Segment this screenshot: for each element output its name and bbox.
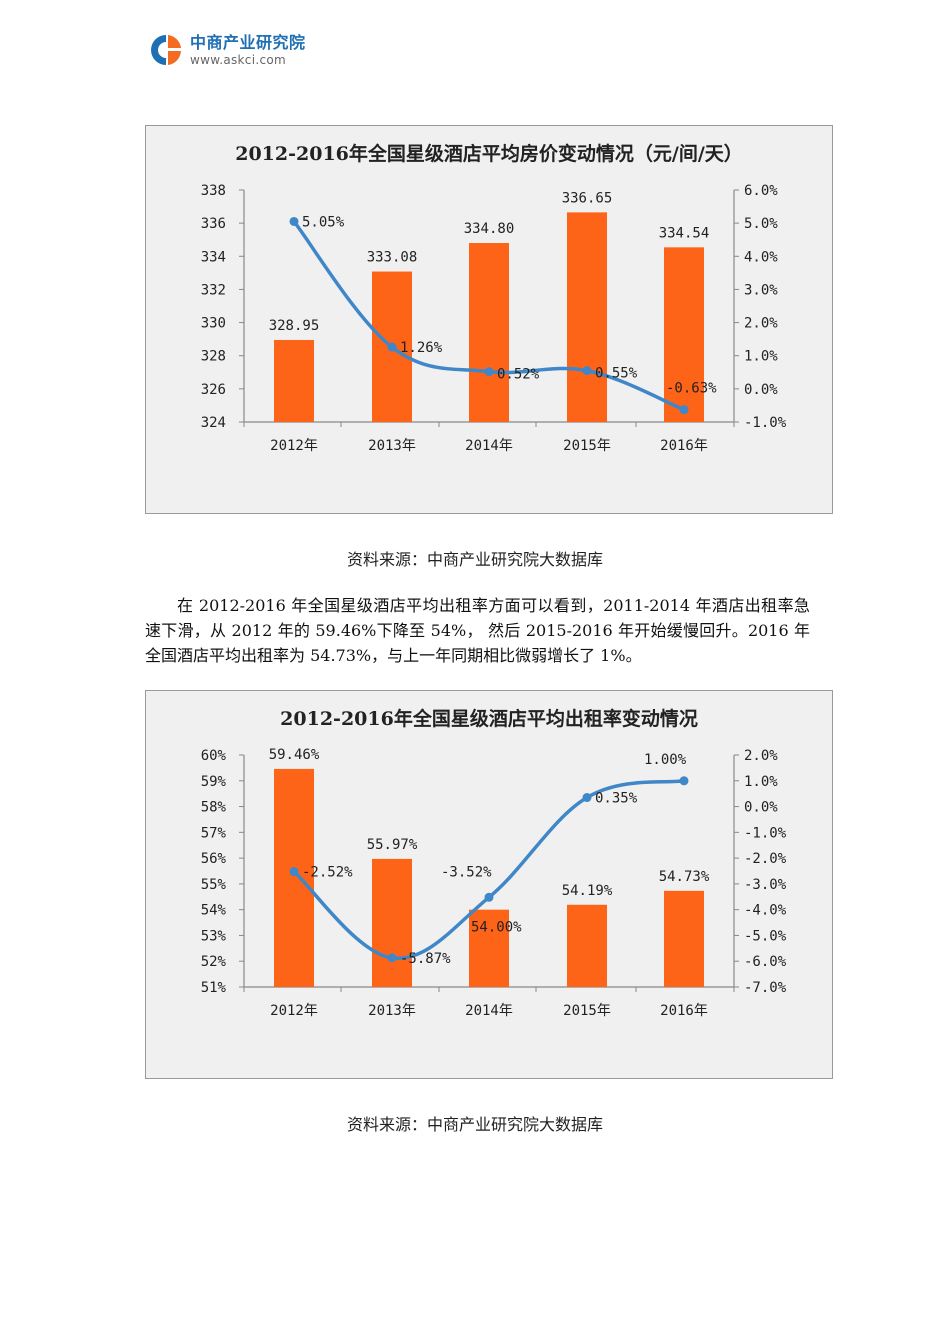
bar-value-label: 334.80 bbox=[464, 221, 515, 237]
right-axis-tick: -4.0% bbox=[744, 903, 787, 919]
bar bbox=[469, 243, 509, 422]
bar-value-label: 328.95 bbox=[269, 318, 320, 334]
line-value-label: 1.00% bbox=[644, 752, 687, 768]
right-axis-tick: 0.0% bbox=[744, 800, 778, 816]
category-label: 2015年 bbox=[563, 438, 611, 454]
logo-url: www.askci.com bbox=[190, 52, 286, 67]
right-axis-tick: -5.0% bbox=[744, 928, 787, 944]
line-value-label: -5.87% bbox=[400, 951, 451, 967]
left-axis-tick: 58% bbox=[201, 800, 227, 816]
right-axis-tick: -6.0% bbox=[744, 954, 787, 970]
line-point bbox=[289, 867, 299, 877]
left-axis-tick: 334 bbox=[201, 249, 226, 265]
bar-value-label: 59.46% bbox=[269, 747, 320, 763]
right-axis-tick: -3.0% bbox=[744, 877, 787, 893]
left-axis-tick: 336 bbox=[201, 216, 226, 232]
left-axis-tick: 51% bbox=[201, 980, 227, 996]
left-axis-tick: 328 bbox=[201, 349, 226, 365]
chart-avg-occupancy-rate: 2012-2016年全国星级酒店平均出租率变动情况 60% 59% 58% 57% 56… bbox=[145, 690, 833, 1079]
bar-value-label: 54.73% bbox=[659, 869, 710, 885]
right-axis-tick: -2.0% bbox=[744, 851, 787, 867]
paragraph-text: 在 2012-2016 年全国星级酒店平均出租率方面可以看到，2011-2014… bbox=[145, 596, 810, 665]
chart-title: 2012-2016年全国星级酒店平均出租率变动情况 bbox=[280, 708, 698, 730]
bar bbox=[274, 768, 314, 987]
line-point bbox=[387, 953, 397, 963]
line-value-label: 0.55% bbox=[595, 366, 638, 382]
category-label: 2014年 bbox=[465, 438, 513, 454]
left-axis-tick: 52% bbox=[201, 954, 227, 970]
chart-plot: 60% 59% 58% 57% 56% 55% 54% 53% 52% 51% 2.0% 1.0% 0.… bbox=[201, 747, 787, 1019]
line-value-label: 5.05% bbox=[302, 214, 345, 230]
category-label: 2016年 bbox=[660, 438, 708, 454]
bar bbox=[664, 247, 704, 422]
right-axis-tick: 0.0% bbox=[744, 382, 778, 398]
line-point bbox=[484, 367, 494, 377]
chart-title: 2012-2016年全国星级酒店平均房价变动情况（元/间/天） bbox=[235, 143, 743, 165]
line-point bbox=[484, 892, 494, 902]
category-label: 2015年 bbox=[563, 1003, 611, 1019]
chart-source-caption: 资料来源：中商产业研究院大数据库 bbox=[346, 1115, 603, 1134]
body-paragraph: 在 2012-2016 年全国星级酒店平均出租率方面可以看到，2011-2014… bbox=[145, 593, 810, 668]
chart-avg-room-price: 2012-2016年全国星级酒店平均房价变动情况（元/间/天） 338 336 33… bbox=[145, 125, 833, 514]
bar bbox=[372, 858, 412, 987]
right-axis-tick: 2.0% bbox=[744, 316, 778, 332]
category-label: 2013年 bbox=[368, 438, 416, 454]
line-value-label: 0.52% bbox=[497, 367, 540, 383]
line-point bbox=[679, 776, 689, 786]
left-axis-tick: 60% bbox=[201, 748, 227, 764]
bar bbox=[664, 890, 704, 987]
right-axis-tick: 4.0% bbox=[744, 249, 778, 265]
line-value-label: -2.52% bbox=[302, 865, 353, 881]
right-axis-tick: 2.0% bbox=[744, 748, 778, 764]
right-axis-tick: 5.0% bbox=[744, 216, 778, 232]
bar-value-label: 54.19% bbox=[562, 883, 613, 899]
right-axis-tick: 6.0% bbox=[744, 183, 778, 199]
left-axis-tick: 56% bbox=[201, 851, 227, 867]
category-label: 2012年 bbox=[270, 438, 318, 454]
line-point bbox=[387, 342, 397, 352]
right-axis-tick: -1.0% bbox=[744, 825, 787, 841]
bar bbox=[567, 904, 607, 987]
right-axis-tick: 3.0% bbox=[744, 282, 778, 298]
category-label: 2016年 bbox=[660, 1003, 708, 1019]
bar bbox=[469, 909, 509, 987]
line-value-label: 0.35% bbox=[595, 791, 638, 807]
bar-value-label: 54.00% bbox=[471, 920, 522, 936]
left-axis-tick: 324 bbox=[201, 415, 226, 431]
askci-logo: 中商产业研究院 www.askci.com bbox=[148, 32, 306, 68]
left-axis-tick: 57% bbox=[201, 825, 227, 841]
right-axis-tick: 1.0% bbox=[744, 349, 778, 365]
logo-name: 中商产业研究院 bbox=[190, 32, 306, 52]
left-axis-tick: 338 bbox=[201, 183, 226, 199]
left-axis-tick: 330 bbox=[201, 316, 226, 332]
left-axis-tick: 54% bbox=[201, 903, 227, 919]
category-label: 2012年 bbox=[270, 1003, 318, 1019]
chart-plot: 338 336 334 332 330 328 326 324 6.0% 5.0% 4.0% 3.0%… bbox=[201, 183, 787, 454]
line-point bbox=[582, 793, 592, 803]
line-value-label: 1.26% bbox=[400, 340, 443, 356]
category-label: 2014年 bbox=[465, 1003, 513, 1019]
right-axis-tick: -1.0% bbox=[744, 415, 787, 431]
askci-logo-icon bbox=[148, 32, 184, 68]
category-label: 2013年 bbox=[368, 1003, 416, 1019]
bar bbox=[274, 339, 314, 422]
line-value-label: -3.52% bbox=[441, 864, 492, 880]
left-axis-tick: 55% bbox=[201, 877, 227, 893]
right-axis-tick: -7.0% bbox=[744, 980, 787, 996]
bar-value-label: 334.54 bbox=[659, 225, 710, 241]
bar-value-label: 336.65 bbox=[562, 190, 613, 206]
chart-source-caption: 资料来源：中商产业研究院大数据库 bbox=[346, 550, 603, 569]
left-axis-tick: 59% bbox=[201, 774, 227, 790]
line-point bbox=[679, 405, 689, 415]
left-axis-tick: 326 bbox=[201, 382, 226, 398]
line-point bbox=[289, 216, 299, 226]
bar-value-label: 55.97% bbox=[367, 837, 418, 853]
bar bbox=[567, 212, 607, 422]
right-axis-tick: 1.0% bbox=[744, 774, 778, 790]
line-value-label: -0.63% bbox=[666, 381, 717, 397]
bar-value-label: 333.08 bbox=[367, 250, 418, 266]
left-axis-tick: 332 bbox=[201, 282, 226, 298]
left-axis-tick: 53% bbox=[201, 928, 227, 944]
line-point bbox=[582, 366, 592, 376]
